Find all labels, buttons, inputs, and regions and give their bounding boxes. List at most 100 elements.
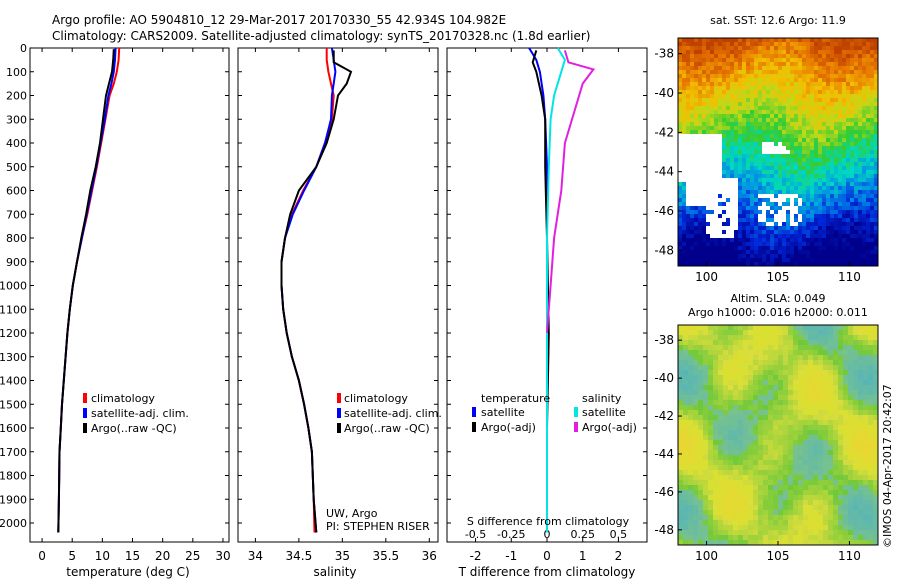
sst-cell [762, 234, 766, 238]
sst-cell [714, 262, 718, 266]
sla-cell [818, 465, 823, 470]
sst-cell [758, 78, 762, 82]
sst-cell [770, 238, 774, 242]
sla-cell [798, 345, 803, 350]
sla-cell [803, 530, 808, 535]
sst-cell [830, 150, 834, 154]
sla-cell [818, 480, 823, 485]
sst-cell [806, 146, 810, 150]
sst-cell [846, 230, 850, 234]
sla-cell [808, 525, 813, 530]
sla-cell [808, 460, 813, 465]
sla-cell [868, 520, 873, 525]
sla-cell [783, 430, 788, 435]
sst-cell [870, 262, 874, 266]
sla-cell [733, 505, 738, 510]
sst-cell [794, 194, 798, 198]
sla-cell [758, 525, 763, 530]
sst-cell [790, 214, 794, 218]
sst-cell [686, 218, 690, 222]
sst-cell [710, 78, 714, 82]
sla-cell [763, 425, 768, 430]
sst-cell [718, 86, 722, 90]
sst-cell [794, 150, 798, 154]
sst-cell [678, 78, 682, 82]
sst-cell [678, 150, 682, 154]
sst-cell [770, 86, 774, 90]
sst-cell [754, 70, 758, 74]
sla-cell [818, 515, 823, 520]
map-x-tick-label: 110 [838, 270, 861, 284]
sst-cell [758, 122, 762, 126]
sla-cell [818, 430, 823, 435]
sst-cell [710, 202, 714, 206]
sst-cell [706, 234, 710, 238]
sst-cell [806, 206, 810, 210]
sst-cell [778, 150, 782, 154]
sst-cell [786, 190, 790, 194]
sst-cell [778, 182, 782, 186]
sla-cell [733, 480, 738, 485]
sla-cell [838, 470, 843, 475]
sla-cell [853, 470, 858, 475]
sst-cell [682, 106, 686, 110]
sst-cell [682, 42, 686, 46]
sst-cell [794, 114, 798, 118]
sla-cell [833, 510, 838, 515]
sst-cell [874, 58, 878, 62]
sst-cell [766, 130, 770, 134]
sst-cell [786, 46, 790, 50]
sst-cell [830, 254, 834, 258]
sla-cell [768, 465, 773, 470]
sla-cell [838, 400, 843, 405]
sst-cell [802, 98, 806, 102]
sst-cell [682, 154, 686, 158]
sst-cell [786, 42, 790, 46]
sst-cell [734, 46, 738, 50]
sst-cell [706, 202, 710, 206]
sst-cell [702, 90, 706, 94]
sst-cell [842, 242, 846, 246]
sla-cell [868, 385, 873, 390]
sst-cell [718, 206, 722, 210]
sla-cell [863, 485, 868, 490]
sst-cell [834, 238, 838, 242]
sla-cell [713, 340, 718, 345]
sst-cell [754, 190, 758, 194]
sla-cell [708, 475, 713, 480]
sst-cell [794, 178, 798, 182]
sst-cell [866, 62, 870, 66]
sst-cell [742, 126, 746, 130]
sst-cell [866, 218, 870, 222]
sst-cell [758, 194, 762, 198]
sla-cell [838, 415, 843, 420]
sst-cell [698, 126, 702, 130]
sla-cell [678, 495, 683, 500]
sst-cell [850, 142, 854, 146]
sst-cell [774, 246, 778, 250]
sst-cell [822, 90, 826, 94]
sla-cell [678, 530, 683, 535]
sla-cell [868, 510, 873, 515]
sla-cell [713, 410, 718, 415]
sst-cell [754, 138, 758, 142]
sla-cell [853, 520, 858, 525]
sla-cell [823, 385, 828, 390]
sst-cell [874, 194, 878, 198]
sst-cell [730, 162, 734, 166]
sst-cell [702, 254, 706, 258]
sst-cell [702, 198, 706, 202]
sst-cell [830, 46, 834, 50]
sst-cell [790, 54, 794, 58]
sst-cell [774, 118, 778, 122]
sla-cell [688, 350, 693, 355]
sla-cell [798, 445, 803, 450]
sst-cell [826, 142, 830, 146]
sla-cell [838, 490, 843, 495]
sst-cell [834, 90, 838, 94]
sla-cell [788, 355, 793, 360]
sst-cell [870, 170, 874, 174]
sst-cell [866, 110, 870, 114]
sst-cell [718, 162, 722, 166]
sst-cell [870, 206, 874, 210]
